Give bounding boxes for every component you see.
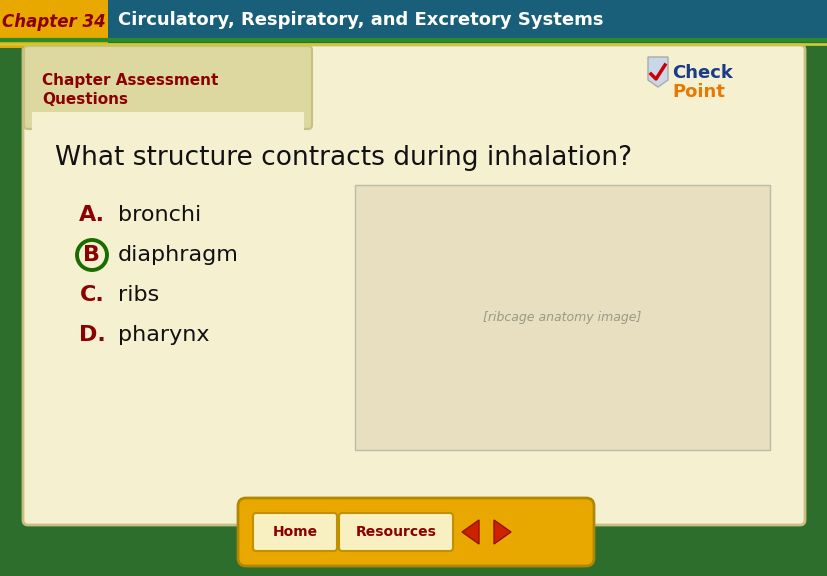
FancyBboxPatch shape (23, 45, 804, 525)
Text: Home: Home (272, 525, 318, 539)
Polygon shape (461, 520, 479, 544)
Text: [ribcage anatomy image]: [ribcage anatomy image] (482, 310, 640, 324)
Text: C.: C. (79, 285, 104, 305)
Text: diaphragm: diaphragm (118, 245, 238, 265)
Bar (0, 0, 827, 40)
FancyBboxPatch shape (355, 185, 769, 450)
FancyBboxPatch shape (24, 46, 312, 129)
Text: Resources: Resources (355, 525, 436, 539)
Text: bronchi: bronchi (118, 205, 201, 225)
Text: pharynx: pharynx (118, 325, 209, 345)
Polygon shape (648, 57, 667, 87)
FancyBboxPatch shape (237, 498, 593, 566)
Text: Chapter 34: Chapter 34 (2, 13, 106, 31)
Text: B: B (84, 245, 100, 265)
Text: What structure contracts during inhalation?: What structure contracts during inhalati… (55, 145, 631, 171)
Bar (32, 112, 304, 132)
Text: Check: Check (672, 64, 732, 82)
Polygon shape (494, 520, 510, 544)
Text: Chapter Assessment: Chapter Assessment (42, 73, 218, 88)
Text: ribs: ribs (118, 285, 159, 305)
Text: D.: D. (79, 325, 105, 345)
Text: Circulatory, Respiratory, and Excretory Systems: Circulatory, Respiratory, and Excretory … (118, 11, 603, 29)
Text: Point: Point (672, 83, 724, 101)
Text: A.: A. (79, 205, 105, 225)
FancyBboxPatch shape (0, 0, 108, 48)
Text: Questions: Questions (42, 93, 128, 108)
FancyBboxPatch shape (253, 513, 337, 551)
FancyBboxPatch shape (636, 49, 790, 115)
FancyBboxPatch shape (338, 513, 452, 551)
